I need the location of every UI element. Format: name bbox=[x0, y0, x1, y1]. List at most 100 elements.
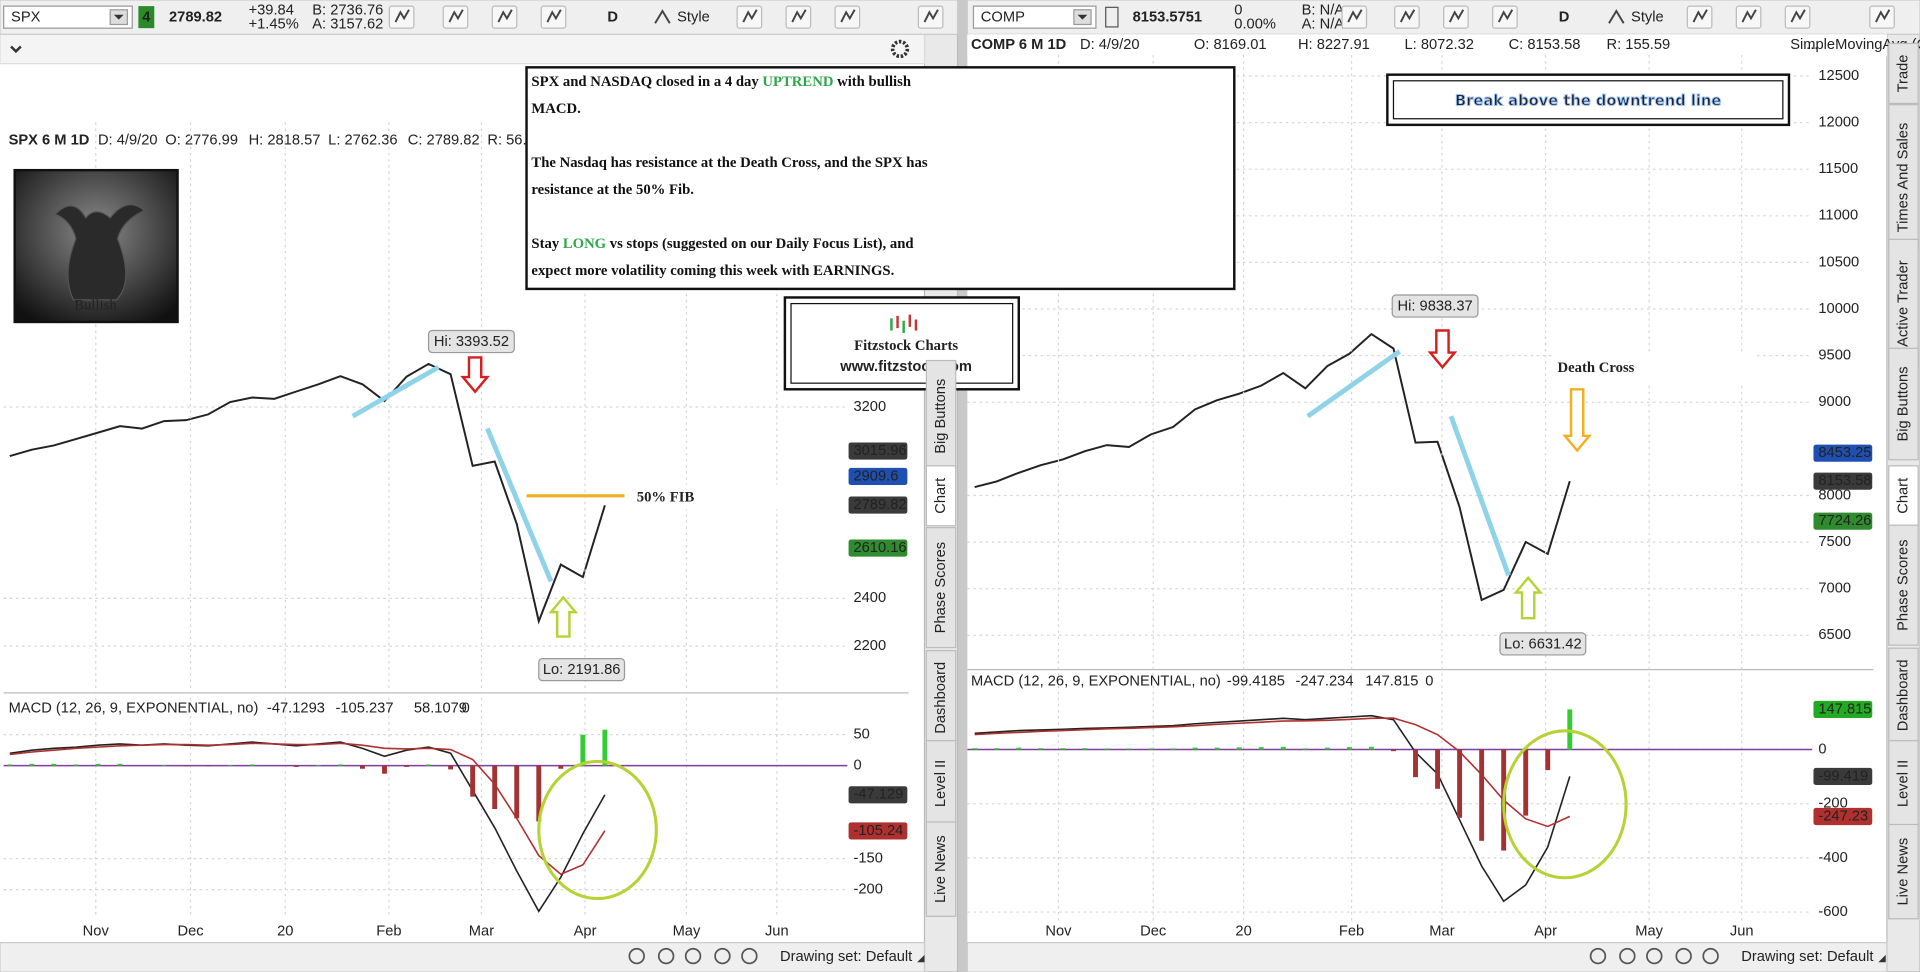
tab[interactable] bbox=[1888, 524, 1919, 646]
up-arrow bbox=[1513, 575, 1544, 620]
header-field: L: 2762.36 bbox=[328, 133, 397, 149]
histogram-bar bbox=[1214, 747, 1220, 750]
indicator-readout: 147.815 bbox=[1365, 674, 1418, 690]
header-field: H: 8227.91 bbox=[1298, 37, 1370, 53]
zoom-tool[interactable] bbox=[741, 947, 758, 965]
period-button[interactable]: D bbox=[1559, 10, 1570, 26]
tab[interactable] bbox=[925, 527, 957, 649]
toolbar-button[interactable] bbox=[1784, 5, 1811, 29]
ask: A: 3157.62 bbox=[312, 16, 383, 32]
histogram-bar bbox=[470, 765, 476, 797]
toolbar-button[interactable] bbox=[1492, 5, 1518, 29]
cross-label: Death Cross bbox=[1558, 360, 1635, 376]
tab-label: Active Trader bbox=[1895, 260, 1911, 347]
zoom-tool[interactable] bbox=[657, 947, 675, 965]
y-tick-label: 0 bbox=[1818, 741, 1826, 757]
price-tag-label: 8453.25 bbox=[1818, 445, 1871, 461]
price-tag-label: 147.815 bbox=[1818, 701, 1871, 717]
style-button[interactable]: Style bbox=[677, 10, 710, 26]
toolbar-button[interactable] bbox=[1443, 5, 1469, 29]
toolbar-icon bbox=[1875, 9, 1891, 23]
link-badge[interactable] bbox=[138, 6, 155, 29]
histogram-bar bbox=[1148, 748, 1154, 750]
toolbar-button[interactable] bbox=[917, 5, 944, 29]
histogram-bar bbox=[492, 765, 498, 810]
tab-label: Trade bbox=[1895, 55, 1911, 93]
tab-label: Big Buttons bbox=[1895, 366, 1911, 441]
symbol-box[interactable] bbox=[3, 5, 133, 29]
price-tag bbox=[848, 786, 908, 804]
toolbar-button[interactable] bbox=[388, 5, 415, 29]
histogram-bar bbox=[183, 765, 189, 767]
zoom-tool[interactable] bbox=[1589, 947, 1607, 965]
price-tag bbox=[848, 467, 908, 486]
toolbar-button[interactable] bbox=[785, 5, 812, 29]
link-icon[interactable] bbox=[1105, 6, 1119, 28]
y-tick-label: 12000 bbox=[1818, 114, 1859, 130]
y-tick-label: 12500 bbox=[1818, 68, 1859, 84]
note-line: MACD. bbox=[531, 102, 581, 118]
zoom-tool[interactable] bbox=[714, 947, 731, 965]
price-tag bbox=[1813, 472, 1873, 490]
zoom-tool[interactable] bbox=[1619, 947, 1636, 965]
toolbar-icon bbox=[923, 9, 939, 23]
drawing-set[interactable]: Drawing set: Default bbox=[1741, 949, 1873, 965]
banner-text: Break above the downtrend line bbox=[1455, 93, 1721, 110]
toolbar-button[interactable] bbox=[1735, 5, 1762, 29]
tab[interactable] bbox=[925, 465, 957, 527]
price-tag bbox=[848, 496, 908, 514]
bid: B: N/A bbox=[1302, 2, 1345, 18]
price-tag-label: 3015.96 bbox=[853, 443, 906, 459]
tab[interactable] bbox=[1888, 823, 1919, 920]
note-segment: with bullish bbox=[833, 75, 911, 91]
y-tick-label: 50 bbox=[853, 727, 869, 743]
tab[interactable] bbox=[925, 650, 957, 746]
toolbar-button[interactable] bbox=[1394, 5, 1420, 29]
zoom-tool[interactable] bbox=[1702, 947, 1719, 965]
toolbar-icon bbox=[546, 9, 562, 23]
toolbar-button[interactable] bbox=[491, 5, 518, 29]
y-tick-label: -600 bbox=[1818, 904, 1847, 920]
tab[interactable] bbox=[925, 821, 957, 917]
note-segment: vs stops (suggested on our Daily Focus L… bbox=[606, 236, 913, 252]
toolbar-button[interactable] bbox=[540, 5, 567, 29]
toolbar-button[interactable] bbox=[1869, 5, 1895, 29]
trend-line bbox=[485, 427, 554, 583]
toolbar-button[interactable] bbox=[834, 5, 861, 29]
toolbar-button[interactable] bbox=[442, 5, 469, 29]
toolbar-button[interactable] bbox=[736, 5, 763, 29]
zoom-tool[interactable] bbox=[628, 947, 645, 965]
settings-gear[interactable] bbox=[890, 39, 910, 59]
chart-header: SPX 6 M 1D D: 4/9/20 O: 2776.99 H: 2818.57 L… bbox=[3, 129, 535, 152]
tab[interactable] bbox=[1888, 465, 1919, 527]
histogram-bar bbox=[1258, 747, 1264, 750]
note-line: SPX and NASDAQ closed in a 4 day UPTREND… bbox=[531, 75, 911, 91]
toolbar-button[interactable] bbox=[1341, 5, 1368, 29]
note-line: resistance at the 50% Fib. bbox=[531, 182, 694, 198]
tab[interactable] bbox=[1888, 42, 1919, 105]
tab[interactable] bbox=[1888, 347, 1919, 461]
symbol-box[interactable] bbox=[972, 5, 1097, 29]
logo-title: Fitzstock Charts bbox=[854, 338, 958, 354]
period-button[interactable]: D bbox=[607, 10, 618, 26]
zoom-tool[interactable] bbox=[1675, 947, 1692, 965]
highlight-circle bbox=[1502, 729, 1628, 880]
zoom-tool[interactable] bbox=[1646, 947, 1663, 965]
tab[interactable] bbox=[1888, 647, 1919, 744]
percent-change: 0.00% bbox=[1234, 16, 1276, 32]
x-tick-label: Apr bbox=[574, 923, 597, 939]
bull-image: Bullish bbox=[13, 168, 179, 324]
cross-label-bg bbox=[1552, 355, 1754, 382]
collapse-chevron[interactable] bbox=[10, 45, 22, 54]
symbol: COMP bbox=[981, 10, 1025, 26]
drawing-set[interactable]: Drawing set: Default bbox=[780, 949, 912, 965]
zoom-tool[interactable] bbox=[684, 947, 702, 965]
histogram-bar bbox=[293, 765, 299, 767]
tab[interactable] bbox=[1888, 238, 1919, 369]
histogram-bar bbox=[536, 765, 542, 822]
x-tick-label: Feb bbox=[376, 923, 401, 939]
toolbar-button[interactable] bbox=[1686, 5, 1713, 29]
style-button[interactable]: Style bbox=[1631, 10, 1664, 26]
histogram-bar bbox=[1082, 748, 1088, 750]
x-tick-label: Feb bbox=[1339, 923, 1364, 939]
